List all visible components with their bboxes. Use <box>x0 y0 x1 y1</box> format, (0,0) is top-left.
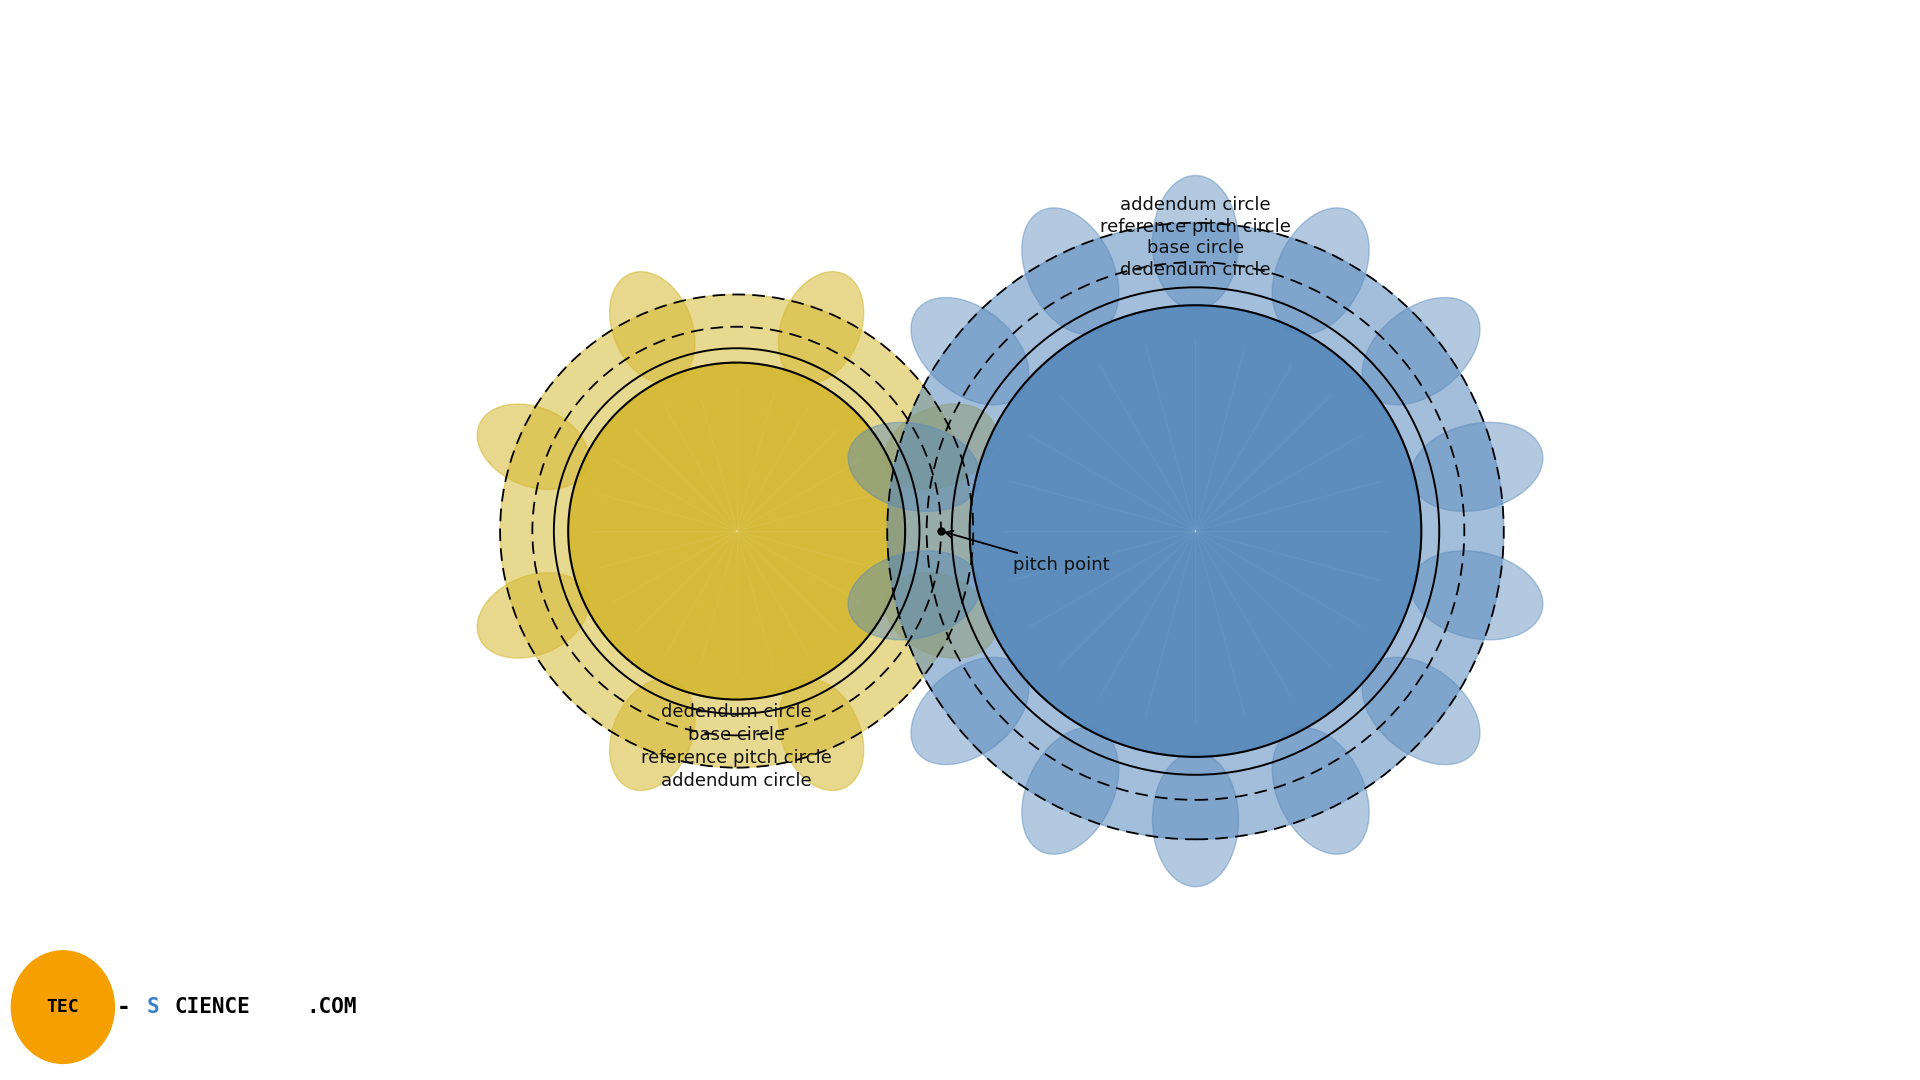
Text: addendum circle: addendum circle <box>660 772 812 789</box>
Ellipse shape <box>611 272 695 383</box>
Circle shape <box>970 306 1421 757</box>
Ellipse shape <box>1411 422 1544 511</box>
Text: -: - <box>119 995 129 1020</box>
Ellipse shape <box>885 404 996 489</box>
Text: dedendum circle: dedendum circle <box>660 703 812 721</box>
Circle shape <box>568 363 904 700</box>
Ellipse shape <box>849 551 981 639</box>
Text: dedendum circle: dedendum circle <box>1119 260 1271 279</box>
Text: CIENCE: CIENCE <box>175 997 250 1017</box>
Ellipse shape <box>1361 658 1480 765</box>
Ellipse shape <box>1021 728 1119 854</box>
Ellipse shape <box>1273 728 1369 854</box>
Text: base circle: base circle <box>1146 239 1244 257</box>
Ellipse shape <box>1152 753 1238 887</box>
Ellipse shape <box>478 404 589 489</box>
Ellipse shape <box>778 272 864 383</box>
Ellipse shape <box>1361 297 1480 405</box>
Text: .COM: .COM <box>305 997 357 1017</box>
Text: reference pitch circle: reference pitch circle <box>1100 218 1290 235</box>
Ellipse shape <box>910 658 1029 765</box>
Text: TEC: TEC <box>46 998 79 1016</box>
Circle shape <box>887 222 1503 839</box>
Ellipse shape <box>885 572 996 658</box>
Circle shape <box>499 295 973 768</box>
Ellipse shape <box>910 297 1029 405</box>
Ellipse shape <box>1273 207 1369 335</box>
Text: pitch point: pitch point <box>945 531 1110 575</box>
Text: S: S <box>146 997 159 1017</box>
Ellipse shape <box>611 679 695 791</box>
Circle shape <box>12 950 115 1064</box>
Ellipse shape <box>1411 551 1544 639</box>
Text: reference pitch circle: reference pitch circle <box>641 750 831 767</box>
Ellipse shape <box>778 679 864 791</box>
Ellipse shape <box>1152 175 1238 310</box>
Ellipse shape <box>478 572 589 658</box>
Ellipse shape <box>1021 207 1119 335</box>
Text: base circle: base circle <box>687 726 785 744</box>
Text: addendum circle: addendum circle <box>1119 197 1271 214</box>
Ellipse shape <box>849 422 981 511</box>
